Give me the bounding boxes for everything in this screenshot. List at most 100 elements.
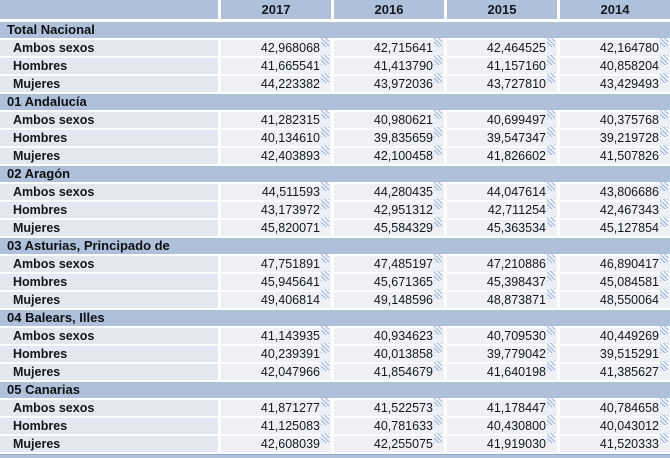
note-hatch-icon[interactable] <box>321 217 329 227</box>
note-hatch-icon[interactable] <box>321 271 329 281</box>
note-hatch-icon[interactable] <box>434 253 442 263</box>
note-hatch-icon[interactable] <box>547 37 555 47</box>
note-hatch-icon[interactable] <box>321 397 329 407</box>
cell-value: 43,429493 <box>599 77 659 91</box>
note-hatch-icon[interactable] <box>547 433 555 443</box>
value-cell: 43,806686 <box>560 181 670 200</box>
note-hatch-icon[interactable] <box>321 433 329 443</box>
note-hatch-icon[interactable] <box>547 253 555 263</box>
note-hatch-icon[interactable] <box>321 253 329 263</box>
row-label: Ambos sexos <box>0 328 218 344</box>
note-hatch-icon[interactable] <box>434 271 442 281</box>
note-hatch-icon[interactable] <box>547 289 555 299</box>
column-header-2015: 2015 <box>447 0 557 19</box>
note-hatch-icon[interactable] <box>547 73 555 83</box>
note-hatch-icon[interactable] <box>660 199 668 209</box>
value-cell: 45,584329 <box>334 217 444 236</box>
value-cell: 43,727810 <box>447 73 557 92</box>
note-hatch-icon[interactable] <box>434 217 442 227</box>
value-cell: 45,398437 <box>447 271 557 290</box>
note-hatch-icon[interactable] <box>547 397 555 407</box>
note-hatch-icon[interactable] <box>660 55 668 65</box>
note-hatch-icon[interactable] <box>660 271 668 281</box>
value-cell: 40,043012 <box>560 415 670 434</box>
note-hatch-icon[interactable] <box>434 55 442 65</box>
cell-value: 41,665541 <box>260 59 320 73</box>
note-hatch-icon[interactable] <box>547 109 555 119</box>
note-hatch-icon[interactable] <box>321 73 329 83</box>
cell-value: 42,047966 <box>260 365 320 379</box>
note-hatch-icon[interactable] <box>321 37 329 47</box>
cell-value: 42,464525 <box>486 41 546 55</box>
value-cell: 44,047614 <box>447 181 557 200</box>
note-hatch-icon[interactable] <box>660 361 668 371</box>
column-header-2017: 2017 <box>221 0 331 19</box>
note-hatch-icon[interactable] <box>660 181 668 191</box>
note-hatch-icon[interactable] <box>547 145 555 155</box>
note-hatch-icon[interactable] <box>321 127 329 137</box>
note-hatch-icon[interactable] <box>660 433 668 443</box>
note-hatch-icon[interactable] <box>547 127 555 137</box>
note-hatch-icon[interactable] <box>660 127 668 137</box>
note-hatch-icon[interactable] <box>660 109 668 119</box>
note-hatch-icon[interactable] <box>434 73 442 83</box>
note-hatch-icon[interactable] <box>660 325 668 335</box>
table-row: Mujeres 42,403893 42,100458 41,826602 41… <box>0 145 670 164</box>
note-hatch-icon[interactable] <box>547 55 555 65</box>
cell-value: 44,280435 <box>373 185 433 199</box>
value-cell: 45,671365 <box>334 271 444 290</box>
value-cell: 40,239391 <box>221 343 331 362</box>
note-hatch-icon[interactable] <box>321 361 329 371</box>
note-hatch-icon[interactable] <box>660 37 668 47</box>
note-hatch-icon[interactable] <box>434 145 442 155</box>
note-hatch-icon[interactable] <box>434 325 442 335</box>
value-cell: 42,464525 <box>447 37 557 56</box>
cell-value: 40,375768 <box>599 113 659 127</box>
note-hatch-icon[interactable] <box>660 253 668 263</box>
table-row: Mujeres 42,608039 42,255075 41,919030 41… <box>0 433 670 452</box>
cell-value: 49,406814 <box>260 293 320 307</box>
note-hatch-icon[interactable] <box>321 199 329 209</box>
note-hatch-icon[interactable] <box>547 361 555 371</box>
note-hatch-icon[interactable] <box>434 37 442 47</box>
note-hatch-icon[interactable] <box>547 325 555 335</box>
note-hatch-icon[interactable] <box>660 397 668 407</box>
note-hatch-icon[interactable] <box>660 73 668 83</box>
note-hatch-icon[interactable] <box>434 361 442 371</box>
note-hatch-icon[interactable] <box>434 397 442 407</box>
note-hatch-icon[interactable] <box>321 109 329 119</box>
table-row: Mujeres 42,047966 41,854679 41,640198 41… <box>0 361 670 380</box>
note-hatch-icon[interactable] <box>547 415 555 425</box>
table-row: Hombres 43,173972 42,951312 42,711254 42… <box>0 199 670 218</box>
note-hatch-icon[interactable] <box>547 271 555 281</box>
group-label: 02 Aragón <box>7 166 71 181</box>
note-hatch-icon[interactable] <box>434 181 442 191</box>
note-hatch-icon[interactable] <box>434 289 442 299</box>
value-cell: 47,485197 <box>334 253 444 272</box>
note-hatch-icon[interactable] <box>434 127 442 137</box>
note-hatch-icon[interactable] <box>660 343 668 353</box>
note-hatch-icon[interactable] <box>660 217 668 227</box>
note-hatch-icon[interactable] <box>547 181 555 191</box>
note-hatch-icon[interactable] <box>321 289 329 299</box>
value-cell: 42,951312 <box>334 199 444 218</box>
note-hatch-icon[interactable] <box>660 145 668 155</box>
note-hatch-icon[interactable] <box>434 433 442 443</box>
note-hatch-icon[interactable] <box>547 217 555 227</box>
note-hatch-icon[interactable] <box>321 181 329 191</box>
note-hatch-icon[interactable] <box>434 109 442 119</box>
note-hatch-icon[interactable] <box>660 415 668 425</box>
note-hatch-icon[interactable] <box>547 343 555 353</box>
cell-value: 42,715641 <box>373 41 433 55</box>
note-hatch-icon[interactable] <box>434 343 442 353</box>
note-hatch-icon[interactable] <box>321 145 329 155</box>
note-hatch-icon[interactable] <box>321 415 329 425</box>
note-hatch-icon[interactable] <box>321 325 329 335</box>
note-hatch-icon[interactable] <box>434 415 442 425</box>
note-hatch-icon[interactable] <box>321 55 329 65</box>
note-hatch-icon[interactable] <box>547 199 555 209</box>
note-hatch-icon[interactable] <box>434 199 442 209</box>
note-hatch-icon[interactable] <box>321 343 329 353</box>
note-hatch-icon[interactable] <box>660 289 668 299</box>
